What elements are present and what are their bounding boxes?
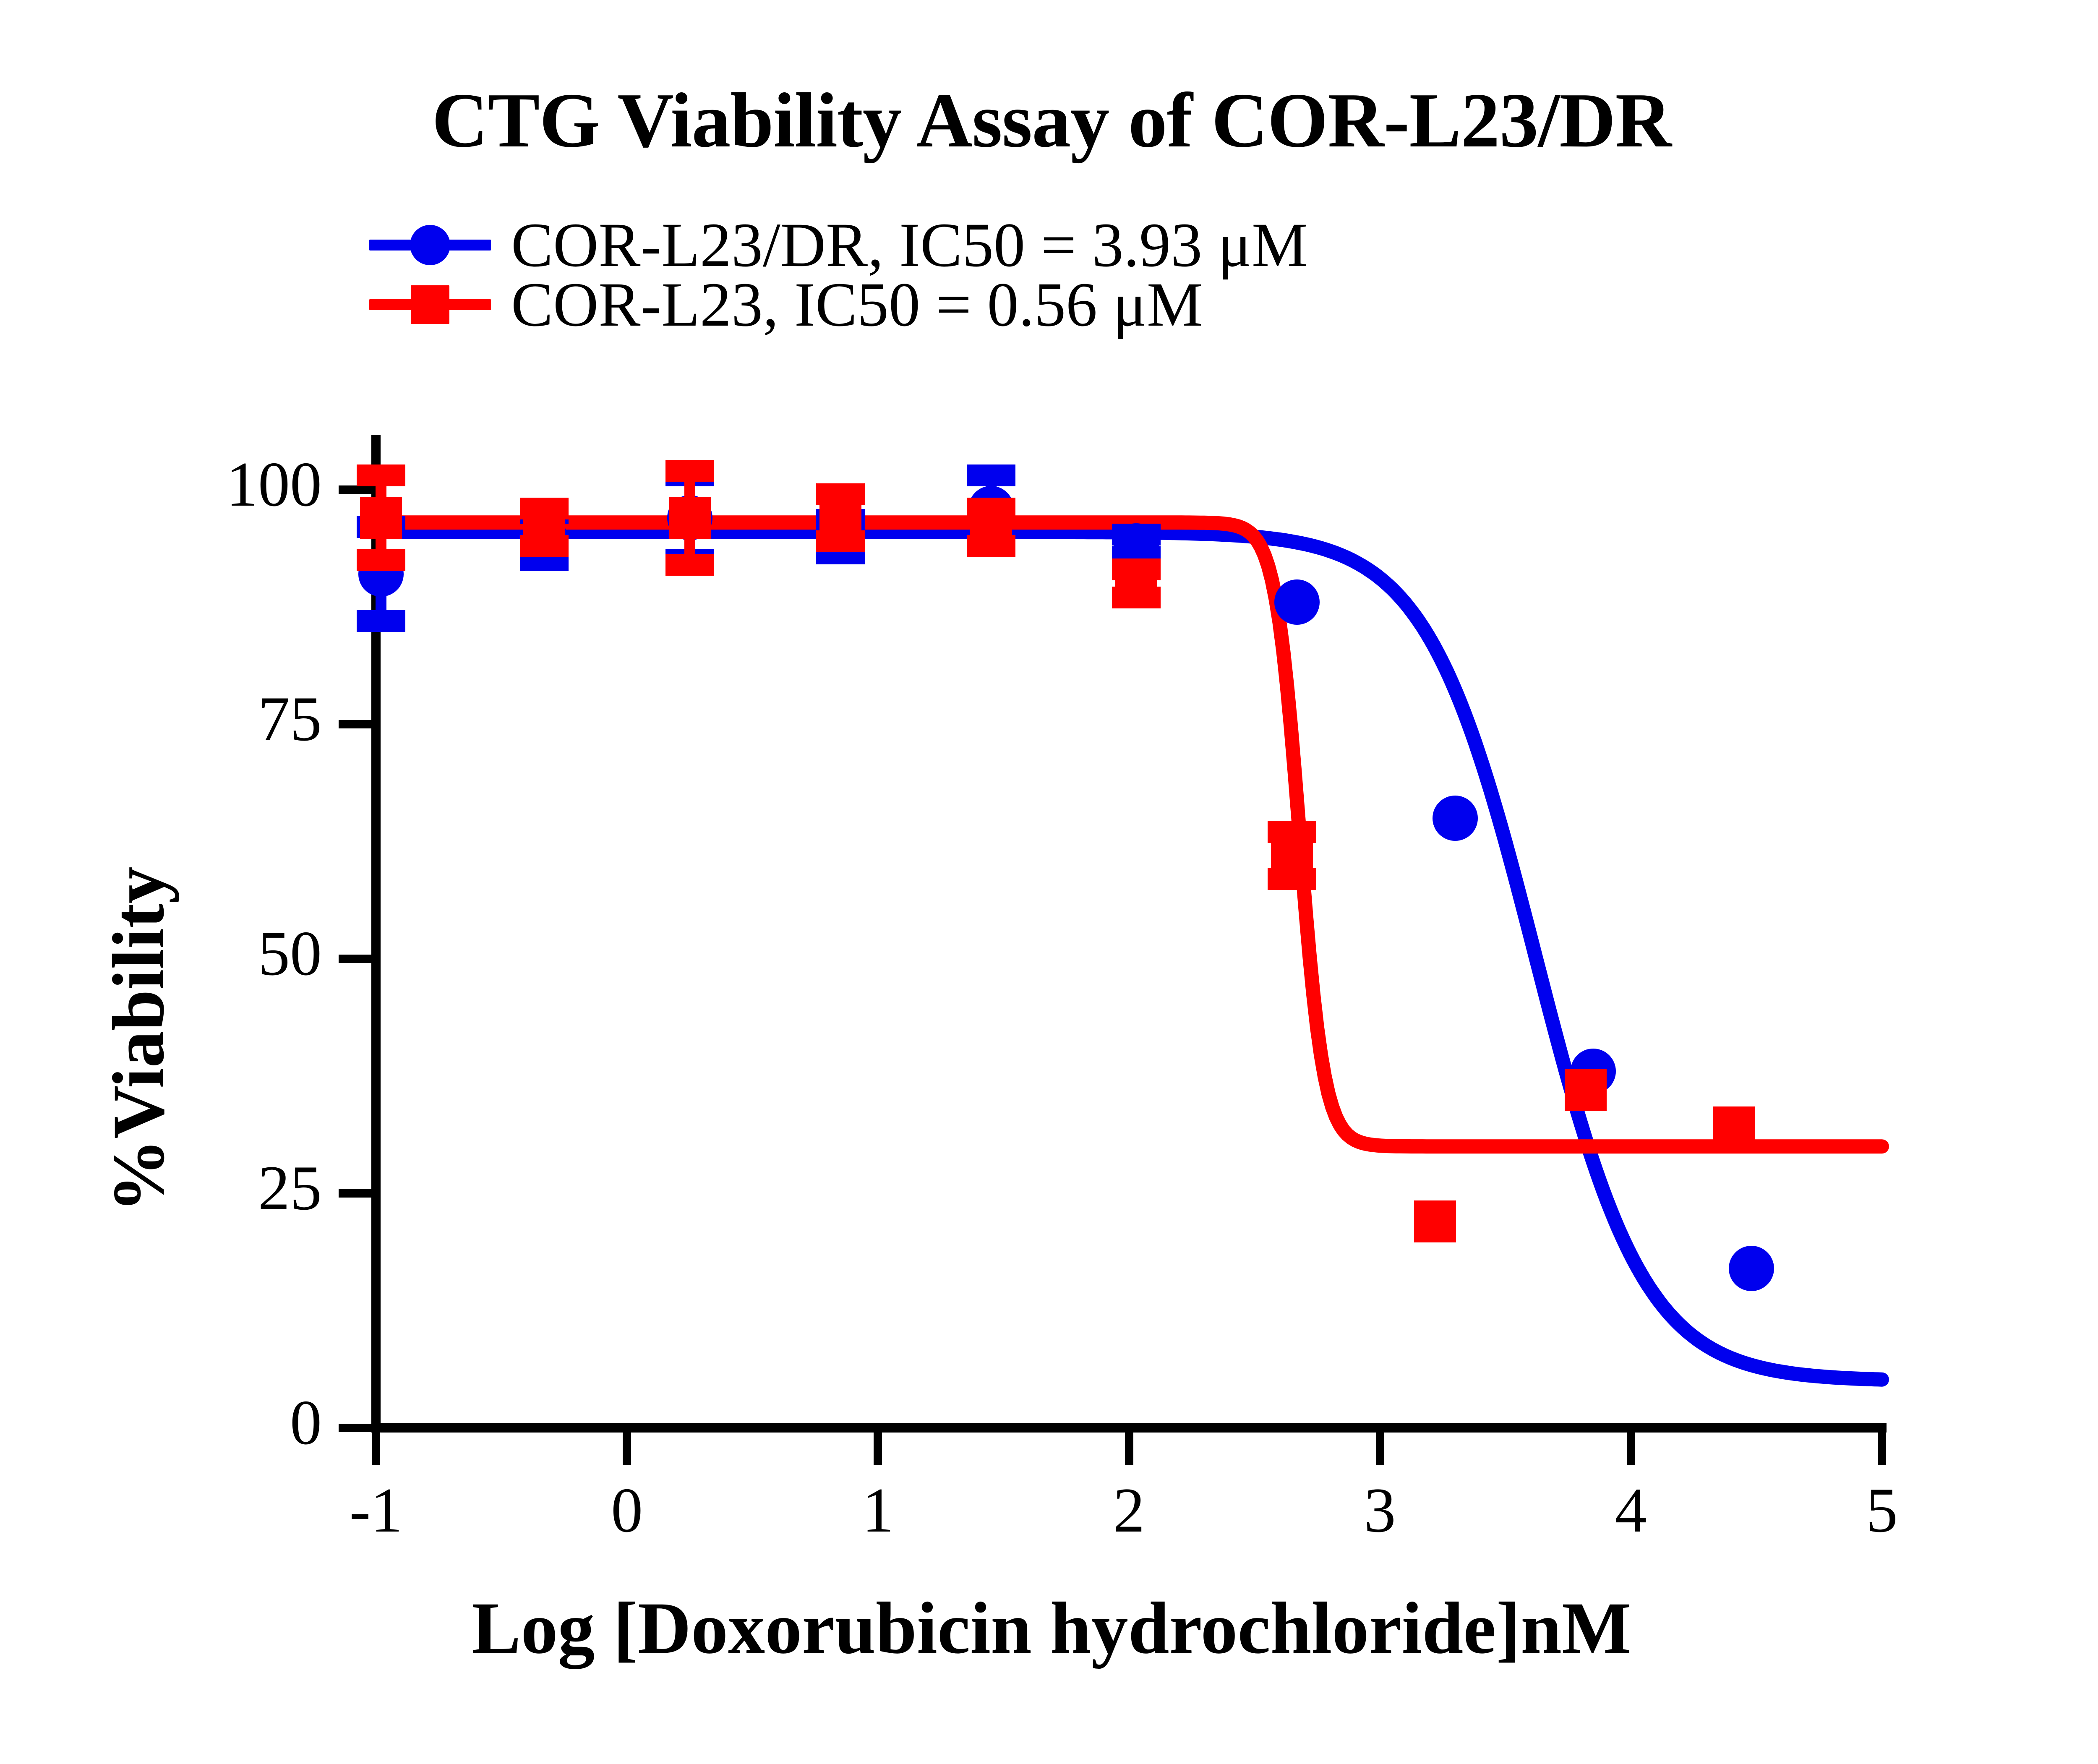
data-point-1-3[interactable] bbox=[819, 497, 861, 539]
y-tick-0 bbox=[339, 1424, 371, 1432]
y-axis-title: %Viability bbox=[98, 866, 180, 1213]
error-cap-top-0-4 bbox=[966, 464, 1015, 487]
data-point-1-6[interactable] bbox=[1271, 835, 1313, 877]
x-tick-1 bbox=[874, 1433, 882, 1465]
error-cap-bottom-1-2 bbox=[665, 553, 714, 576]
data-point-1-9[interactable] bbox=[1713, 1106, 1755, 1149]
data-point-1-7[interactable] bbox=[1414, 1200, 1456, 1243]
x-tick-label-2: 2 bbox=[1113, 1475, 1145, 1545]
data-point-1-5[interactable] bbox=[1115, 562, 1158, 605]
circle-marker-icon bbox=[410, 225, 450, 265]
data-point-1-4[interactable] bbox=[970, 506, 1012, 548]
x-tick-label-0: 0 bbox=[611, 1475, 643, 1545]
legend-item-0[interactable]: COR-L23/DR, IC50 = 3.93 μM bbox=[369, 210, 1628, 280]
x-tick-label-5: 5 bbox=[1866, 1475, 1898, 1545]
y-tick-label-25: 25 bbox=[258, 1153, 322, 1223]
data-point-0-9[interactable] bbox=[1728, 1245, 1774, 1291]
y-tick-75 bbox=[339, 720, 371, 728]
x-axis-line bbox=[371, 1423, 1887, 1433]
x-tick-label-4: 4 bbox=[1615, 1475, 1647, 1545]
error-cap-top-1-0 bbox=[356, 464, 405, 487]
legend-label-0: COR-L23/DR, IC50 = 3.93 μM bbox=[511, 210, 1308, 280]
x-tick-5 bbox=[1878, 1433, 1886, 1465]
data-point-1-0[interactable] bbox=[360, 497, 402, 539]
data-point-0-7[interactable] bbox=[1433, 795, 1478, 841]
x-tick-4 bbox=[1626, 1433, 1635, 1465]
data-point-1-1[interactable] bbox=[523, 506, 565, 548]
y-tick-label-50: 50 bbox=[258, 918, 322, 989]
x-tick-3 bbox=[1375, 1433, 1384, 1465]
x-tick-label-3: 3 bbox=[1364, 1475, 1396, 1545]
x-tick-label-1: 1 bbox=[862, 1475, 894, 1545]
legend-swatch-red bbox=[369, 285, 491, 324]
error-cap-bottom-0-0 bbox=[356, 610, 405, 632]
x-tick-label--1: -1 bbox=[349, 1475, 403, 1545]
data-point-1-2[interactable] bbox=[668, 497, 711, 539]
y-tick-label-0: 0 bbox=[290, 1387, 322, 1458]
y-tick-25 bbox=[339, 1189, 371, 1198]
y-tick-label-100: 100 bbox=[226, 449, 322, 519]
x-axis-title: Log [Doxorubicin hydrochloride]nM bbox=[471, 1587, 1631, 1669]
y-axis-line bbox=[371, 435, 381, 1433]
legend-label-1: COR-L23, IC50 = 0.56 μM bbox=[511, 270, 1203, 339]
x-tick-0 bbox=[623, 1433, 631, 1465]
x-tick--1 bbox=[372, 1433, 380, 1465]
legend-swatch-blue bbox=[369, 225, 491, 265]
data-point-0-6[interactable] bbox=[1274, 579, 1320, 625]
legend-item-1[interactable]: COR-L23, IC50 = 0.56 μM bbox=[369, 270, 1628, 339]
chart-legend: COR-L23/DR, IC50 = 3.93 μM COR-L23, IC50… bbox=[369, 210, 1628, 339]
error-cap-top-1-2 bbox=[665, 460, 714, 482]
square-marker-icon bbox=[411, 285, 449, 324]
error-cap-bottom-1-0 bbox=[356, 549, 405, 571]
fit-curve-1 bbox=[369, 515, 1889, 1154]
y-tick-50 bbox=[339, 955, 371, 963]
y-tick-label-75: 75 bbox=[258, 684, 322, 754]
fit-curve-0 bbox=[369, 525, 1889, 1387]
y-tick-100 bbox=[339, 485, 371, 494]
chart-title: CTG Viability Assay of COR-L23/DR bbox=[432, 77, 1672, 164]
data-point-1-8[interactable] bbox=[1565, 1069, 1607, 1112]
x-tick-2 bbox=[1125, 1433, 1133, 1465]
